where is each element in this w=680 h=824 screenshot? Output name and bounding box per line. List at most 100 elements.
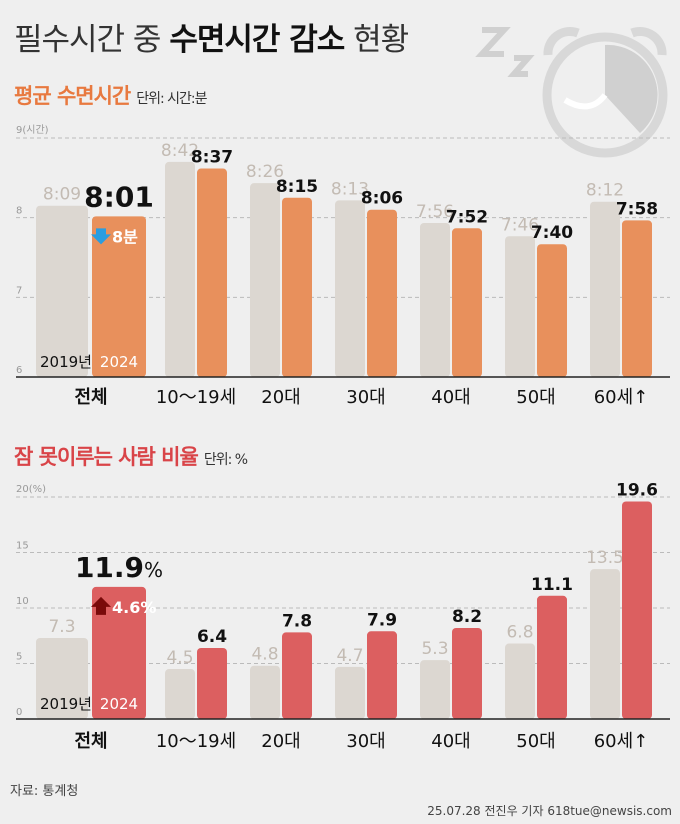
bar-2019 [250,183,280,377]
chart1-title: 평균 수면시간 단위: 시간:분 [14,80,208,110]
category-label: 30대 [346,731,385,752]
bar-2019 [420,222,450,377]
chart1-unit: 단위: 시간:분 [136,91,207,107]
data-label: 7:46 [501,215,539,235]
bar-2024 [92,216,146,377]
bar-2019 [36,637,88,719]
y-tick-label: 15 [16,541,29,552]
bar-2024 [452,228,482,377]
data-label: 19.6 [616,480,658,500]
up-arrow-icon [91,596,111,615]
bar-2024 [367,631,397,719]
data-label: 6.8 [506,623,533,643]
data-label: 5.3 [421,639,448,659]
alarm-clock-icon [542,26,668,158]
y-tick-label: 6 [16,365,22,376]
y-tick-label: 8 [16,206,22,217]
data-label: 8:09 [43,185,81,205]
data-label: 8:13 [331,179,369,199]
data-label: 8:26 [246,162,284,182]
data-label: 7:58 [616,199,658,219]
data-label: 8.2 [452,607,482,627]
chart2-unit: 단위: % [203,452,248,468]
bar-2024 [197,647,227,719]
y-tick-label: 10 [16,596,29,607]
bar-2019 [165,161,195,377]
y-top-label: 20(%) [16,484,46,495]
total-2024-label: 11.9% [75,551,163,584]
y-top-label: 9(시간) [16,124,49,136]
bar-2019 [250,665,280,719]
bar-2024 [622,220,652,377]
source: 자료: 통계청 [10,784,79,799]
data-label: 8:42 [161,141,199,161]
data-label: 7.9 [367,610,397,630]
category-label: 20대 [261,387,300,408]
title-normal: 필수시간 중 [14,22,161,58]
data-label: 11.1 [531,575,573,595]
bar-2024 [367,209,397,377]
data-label: 7:56 [416,202,454,222]
bar-2024 [282,197,312,377]
bar-2024 [537,595,567,719]
legend-2019: 2019년 [40,353,92,371]
bar-2024 [197,168,227,377]
category-label: 60세↑ [594,731,649,752]
legend-2024: 2024 [100,353,138,371]
bar-2019 [590,201,620,377]
bar-2019 [420,660,450,719]
change-annotation: 8분 [112,227,138,246]
bar-2024 [92,586,146,719]
data-label: 4.7 [336,646,363,666]
data-label: 6.4 [197,627,227,647]
data-label: 7.8 [282,611,312,631]
bar-2019 [36,205,88,377]
title-bold: 수면시간 감소 [169,22,345,58]
bar-2024 [622,501,652,719]
data-label: 7.3 [48,617,75,637]
category-label: 40대 [431,387,470,408]
chart1-title-text: 평균 수면시간 [14,84,131,108]
category-label: 30대 [346,387,385,408]
category-label: 10～19세 [156,731,236,752]
data-label: 4.5 [166,648,193,668]
change-annotation: 4.6% [112,598,156,617]
data-label: 8:06 [361,189,403,209]
chart2-title: 잠 못이루는 사람 비율 단위: % [14,441,248,471]
bar-2024 [452,627,482,719]
y-tick-label: 0 [16,707,22,718]
legend-2024: 2024 [100,695,138,713]
bar-2024 [537,244,567,377]
zzz-icon [475,27,535,77]
category-label: 20대 [261,731,300,752]
bar-2024 [282,632,312,719]
data-label: 13.5 [586,548,624,568]
bar-2019 [505,643,535,719]
category-label: 50대 [516,387,555,408]
category-label: 50대 [516,731,555,752]
bar-2019 [335,666,365,719]
data-label: 4.8 [251,645,278,665]
y-tick-label: 7 [16,285,22,296]
bar-2019 [165,669,195,719]
data-label: 7:52 [446,207,488,227]
category-label: 전체 [74,731,107,752]
data-label: 8:15 [276,177,318,197]
y-tick-label: 5 [16,652,22,663]
bar-2019 [335,200,365,377]
data-label: 8:12 [586,181,624,201]
category-label: 60세↑ [594,387,649,408]
chart2-title-text: 잠 못이루는 사람 비율 [14,445,199,469]
credit: 25.07.28 전진우 기자 618tue@newsis.com [427,804,672,818]
page-title: 필수시간 중 수면시간 감소 현황 [14,14,409,59]
data-label: 7:40 [531,223,573,243]
bar-2019 [505,236,535,377]
category-label: 10～19세 [156,387,236,408]
title-end: 현황 [353,22,409,58]
legend-2019: 2019년 [40,695,92,713]
total-2024-label: 8:01 [84,180,154,213]
down-arrow-icon [91,228,111,245]
data-label: 8:37 [191,148,233,168]
category-label: 40대 [431,731,470,752]
